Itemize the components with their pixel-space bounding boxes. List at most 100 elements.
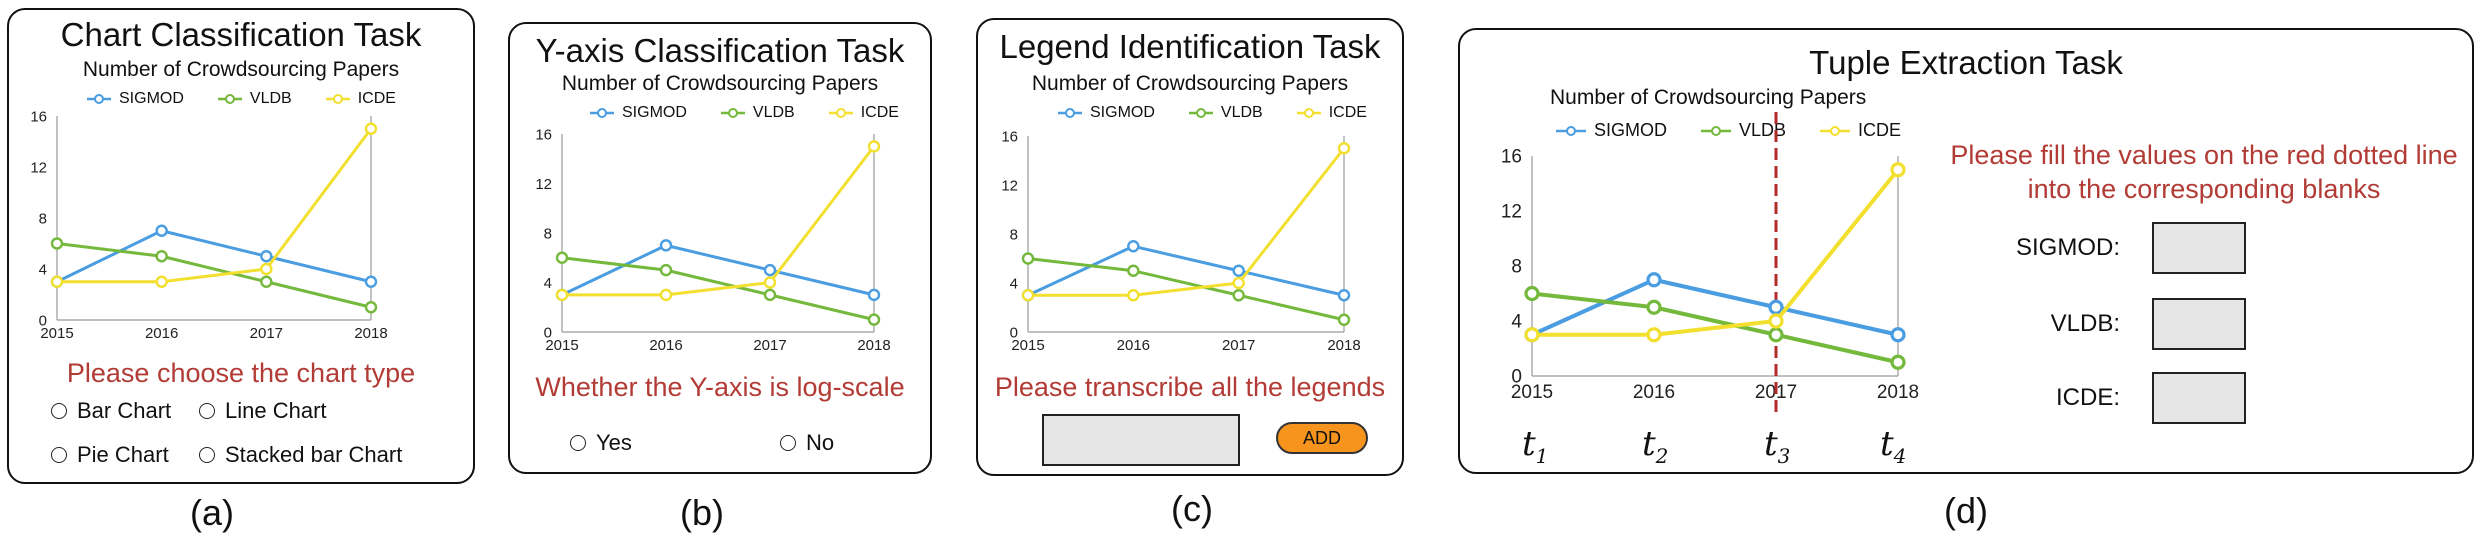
- task-instruction: Please choose the chart type: [66, 358, 416, 388]
- legend-item-sigmod: SIGMOD: [87, 90, 184, 108]
- legend-swatch: [1296, 108, 1321, 118]
- option-bar-chart[interactable]: Bar Chart: [51, 398, 171, 424]
- data-point-vldb: [763, 288, 777, 302]
- y-tick-label: 12: [1001, 177, 1018, 194]
- y-tick-label: 12: [30, 159, 47, 176]
- radio-button[interactable]: [570, 435, 586, 451]
- data-point-sigmod: [1890, 327, 1906, 343]
- radio-button[interactable]: [780, 435, 796, 451]
- add-button[interactable]: ADD: [1276, 422, 1368, 454]
- legend-item-vldb: VLDB: [720, 104, 795, 122]
- y-tick-label: 16: [30, 108, 47, 125]
- x-tick-label: 2018: [1877, 382, 1919, 403]
- chart-legend: SIGMOD VLDB ICDE: [87, 90, 396, 108]
- data-point-icde: [763, 276, 777, 289]
- data-point-icde: [1768, 313, 1784, 329]
- icde-input[interactable]: [2152, 372, 2246, 424]
- option-line-chart[interactable]: Line Chart: [199, 398, 327, 424]
- legend-swatch: [1188, 108, 1213, 118]
- option-pie-chart[interactable]: Pie Chart: [51, 442, 169, 468]
- option-no[interactable]: No: [780, 430, 834, 456]
- option-yes[interactable]: Yes: [570, 430, 632, 456]
- y-tick-label: 8: [544, 225, 552, 242]
- legend-label: VLDB: [249, 90, 292, 107]
- y-tick-label: 16: [1501, 147, 1522, 168]
- y-tick-label: 16: [535, 126, 552, 143]
- x-tick-label: 2018: [354, 325, 387, 342]
- legend-swatch: [217, 94, 242, 104]
- data-point-icde: [50, 275, 64, 288]
- vldb-input[interactable]: [2152, 298, 2246, 350]
- y-tick-label: 0: [39, 312, 47, 329]
- line-chart: 0 4 8 12 16 2015 2016 2017 2018: [535, 126, 890, 354]
- legend-item-icde: ICDE: [1296, 104, 1367, 122]
- legend-swatch-marker: [1830, 125, 1841, 136]
- caption-b: (b): [680, 492, 724, 533]
- radio-button[interactable]: [51, 447, 67, 463]
- series-line-sigmod: [56, 229, 372, 284]
- t3-label: t3: [1764, 424, 1791, 468]
- legend-text-input[interactable]: [1042, 414, 1240, 466]
- radio-button[interactable]: [199, 447, 215, 463]
- data-point-vldb: [260, 275, 273, 288]
- data-point-icde: [1021, 289, 1035, 302]
- data-point-sigmod: [1768, 299, 1784, 315]
- sigmod-input[interactable]: [2152, 222, 2246, 274]
- data-point-vldb: [659, 263, 673, 277]
- panel-title: Y-axis Classification Task: [535, 32, 905, 69]
- data-point-vldb: [364, 301, 378, 314]
- task-instruction-line1: Please fill the values on the red dotted…: [1950, 140, 2458, 170]
- x-tick-label: 2016: [145, 325, 178, 342]
- data-point-sigmod: [659, 239, 673, 252]
- data-point-icde: [1232, 276, 1245, 290]
- data-point-vldb: [1890, 354, 1906, 370]
- panel-chart-classification: Chart Classification Task Number of Crow…: [7, 8, 475, 484]
- data-point-icde: [1127, 289, 1140, 302]
- option-label: No: [806, 430, 835, 455]
- x-tick-label: 2017: [753, 337, 786, 354]
- legend-swatch-marker: [1711, 125, 1722, 136]
- panel-title: Legend Identification Task: [999, 28, 1381, 65]
- panel-title: Chart Classification Task: [60, 16, 422, 53]
- series-line-icde: [562, 145, 876, 297]
- y-tick-label: 4: [1010, 275, 1018, 292]
- data-point-icde: [1337, 142, 1351, 155]
- option-label: Stacked bar Chart: [225, 442, 403, 467]
- legend-swatch-marker: [94, 94, 104, 104]
- chart-title: Number of Crowdsourcing Papers: [561, 72, 879, 95]
- legend-label: ICDE: [1328, 104, 1367, 121]
- y-tick-label: 12: [535, 176, 552, 193]
- option-label: Bar Chart: [77, 398, 172, 423]
- legend-swatch-marker: [332, 94, 343, 104]
- data-point-icde: [364, 122, 378, 135]
- series-line-vldb: [1531, 291, 1899, 365]
- panel-yaxis-classification: Y-axis Classification Task Number of Cro…: [508, 22, 932, 474]
- legend-swatch-marker: [224, 94, 235, 104]
- legend-swatch-marker: [835, 108, 846, 118]
- panel-title: Tuple Extraction Task: [1809, 44, 2123, 81]
- t2-label: t2: [1642, 424, 1669, 468]
- legend-label: SIGMOD: [1090, 104, 1155, 121]
- radio-button[interactable]: [51, 403, 67, 419]
- series-line-icde: [57, 127, 373, 284]
- caption-a: (a): [190, 492, 234, 533]
- vldb-label: VLDB:: [2050, 310, 2120, 337]
- data-point-icde: [1646, 327, 1662, 343]
- data-point-sigmod: [364, 275, 378, 288]
- x-tick-label: 2018: [857, 337, 890, 354]
- x-tick-label: 2018: [1327, 337, 1360, 354]
- option-stacked-bar-chart[interactable]: Stacked bar Chart: [199, 442, 402, 468]
- legend-swatch-marker: [1566, 125, 1576, 136]
- t1-label: t1: [1522, 424, 1549, 468]
- series-line-icde: [1028, 147, 1346, 297]
- series-line-sigmod: [561, 243, 875, 297]
- option-label: Line Chart: [225, 398, 327, 423]
- y-tick-label: 4: [1511, 312, 1522, 333]
- legend-swatch: [1820, 125, 1851, 136]
- x-tick-label: 2015: [40, 325, 73, 342]
- data-point-vldb: [1768, 327, 1784, 343]
- radio-button[interactable]: [199, 403, 215, 419]
- y-tick-label: 12: [1501, 202, 1522, 223]
- x-tick-label: 2015: [1011, 337, 1044, 354]
- legend-swatch: [590, 108, 614, 118]
